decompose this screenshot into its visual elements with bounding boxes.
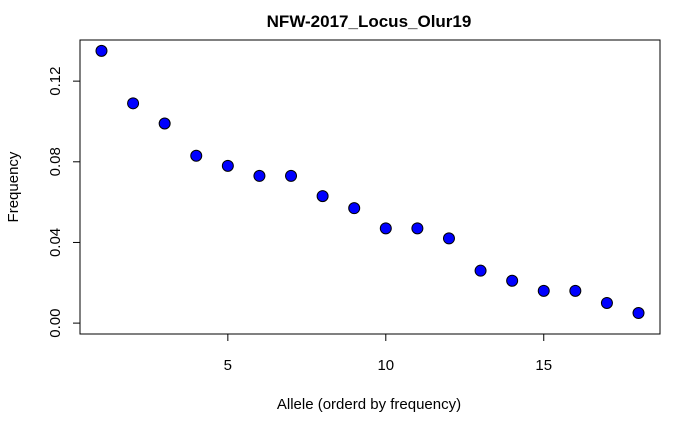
data-point: [379, 222, 392, 235]
data-point: [221, 159, 234, 172]
data-point: [158, 117, 171, 130]
x-axis: 5 10 15: [224, 333, 552, 374]
data-point: [411, 222, 424, 235]
data-point: [442, 232, 455, 245]
data-point: [316, 190, 329, 203]
data-point: [348, 202, 361, 215]
x-axis-label: Allele (orderd by frequency): [277, 396, 461, 413]
y-tick-label: 0.08: [47, 147, 64, 176]
data-point: [506, 274, 519, 287]
y-tick-label: 0.04: [47, 228, 64, 257]
data-point: [285, 169, 298, 182]
data-point: [569, 284, 582, 297]
data-point: [190, 149, 203, 162]
data-point: [474, 264, 487, 277]
data-point: [537, 284, 550, 297]
chart-title: NFW-2017_Locus_Olur19: [267, 12, 472, 31]
y-axis: 0.00 0.04 0.08 0.12: [47, 67, 81, 338]
y-tick-label: 0.00: [47, 309, 64, 338]
data-point: [632, 307, 645, 320]
x-tick-label: 5: [224, 357, 232, 374]
data-point: [95, 44, 108, 57]
data-point: [253, 169, 266, 182]
y-axis-label: Frequency: [5, 151, 22, 222]
x-tick-label: 10: [377, 357, 394, 374]
x-tick-label: 15: [535, 357, 552, 374]
data-point: [600, 296, 613, 309]
data-points: [95, 44, 645, 320]
y-tick-label: 0.12: [47, 67, 64, 96]
data-point: [127, 97, 140, 110]
